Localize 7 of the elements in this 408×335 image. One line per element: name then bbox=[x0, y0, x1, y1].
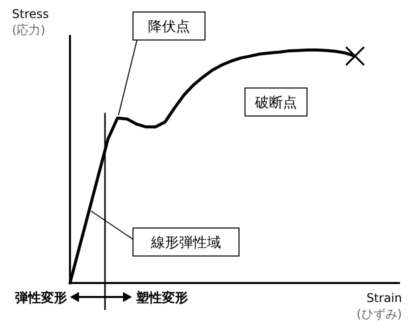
y-axis-title: Stress (応力) bbox=[12, 7, 49, 37]
text: 塑性変形 bbox=[135, 290, 188, 306]
annotation: 破断点 bbox=[254, 95, 297, 111]
x-axis-title: Strain (ひずみ) bbox=[356, 291, 402, 321]
text: 降伏点 bbox=[148, 19, 190, 35]
annotation: 線形弾性域 bbox=[150, 235, 221, 251]
text: 弾性変形 bbox=[15, 290, 67, 306]
